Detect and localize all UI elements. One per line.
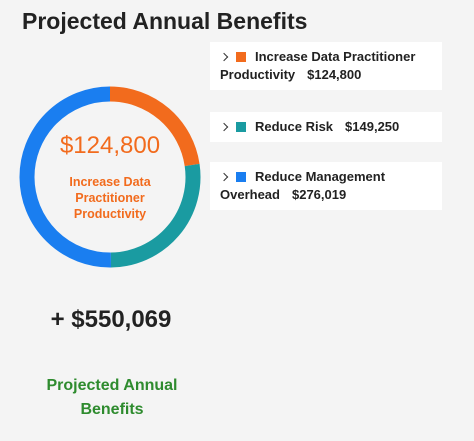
footer-label: Projected Annual Benefits xyxy=(46,377,178,418)
donut-segment xyxy=(109,86,200,167)
legend-item[interactable]: Reduce Management Overhead $276,019 xyxy=(210,162,442,210)
expand-chevron xyxy=(219,172,229,182)
legend-name: Reduce Management Overhead xyxy=(220,169,386,202)
title: Projected Annual Benefits xyxy=(22,8,308,34)
donut-center: $124,800 Increase Data Practitioner Prod… xyxy=(40,132,180,222)
legend-item[interactable]: Increase Data Practitioner Productivity $… xyxy=(210,42,442,90)
legend-name: Increase Data Practitioner Productivity xyxy=(220,49,416,82)
legend-value: $124,800 xyxy=(307,67,362,82)
legend-value: $276,019 xyxy=(291,187,347,202)
legend-swatch xyxy=(236,52,246,62)
total: + $550,069 xyxy=(50,306,172,333)
legend-name: Reduce Risk xyxy=(255,119,334,134)
donut-segment xyxy=(110,163,201,268)
legend-swatch xyxy=(236,122,246,132)
expand-chevron xyxy=(219,122,229,132)
legend-value: $149,250 xyxy=(345,119,400,134)
center-label: Increase Data Practitioner Productivity xyxy=(69,175,151,221)
expand-chevron xyxy=(219,52,229,62)
donut-segment xyxy=(19,86,112,268)
donut-chart xyxy=(19,86,201,268)
center-value: $124,800 xyxy=(59,132,161,159)
legend-swatch xyxy=(236,172,246,182)
legend-item[interactable]: Reduce Risk $149,250 xyxy=(210,112,442,142)
